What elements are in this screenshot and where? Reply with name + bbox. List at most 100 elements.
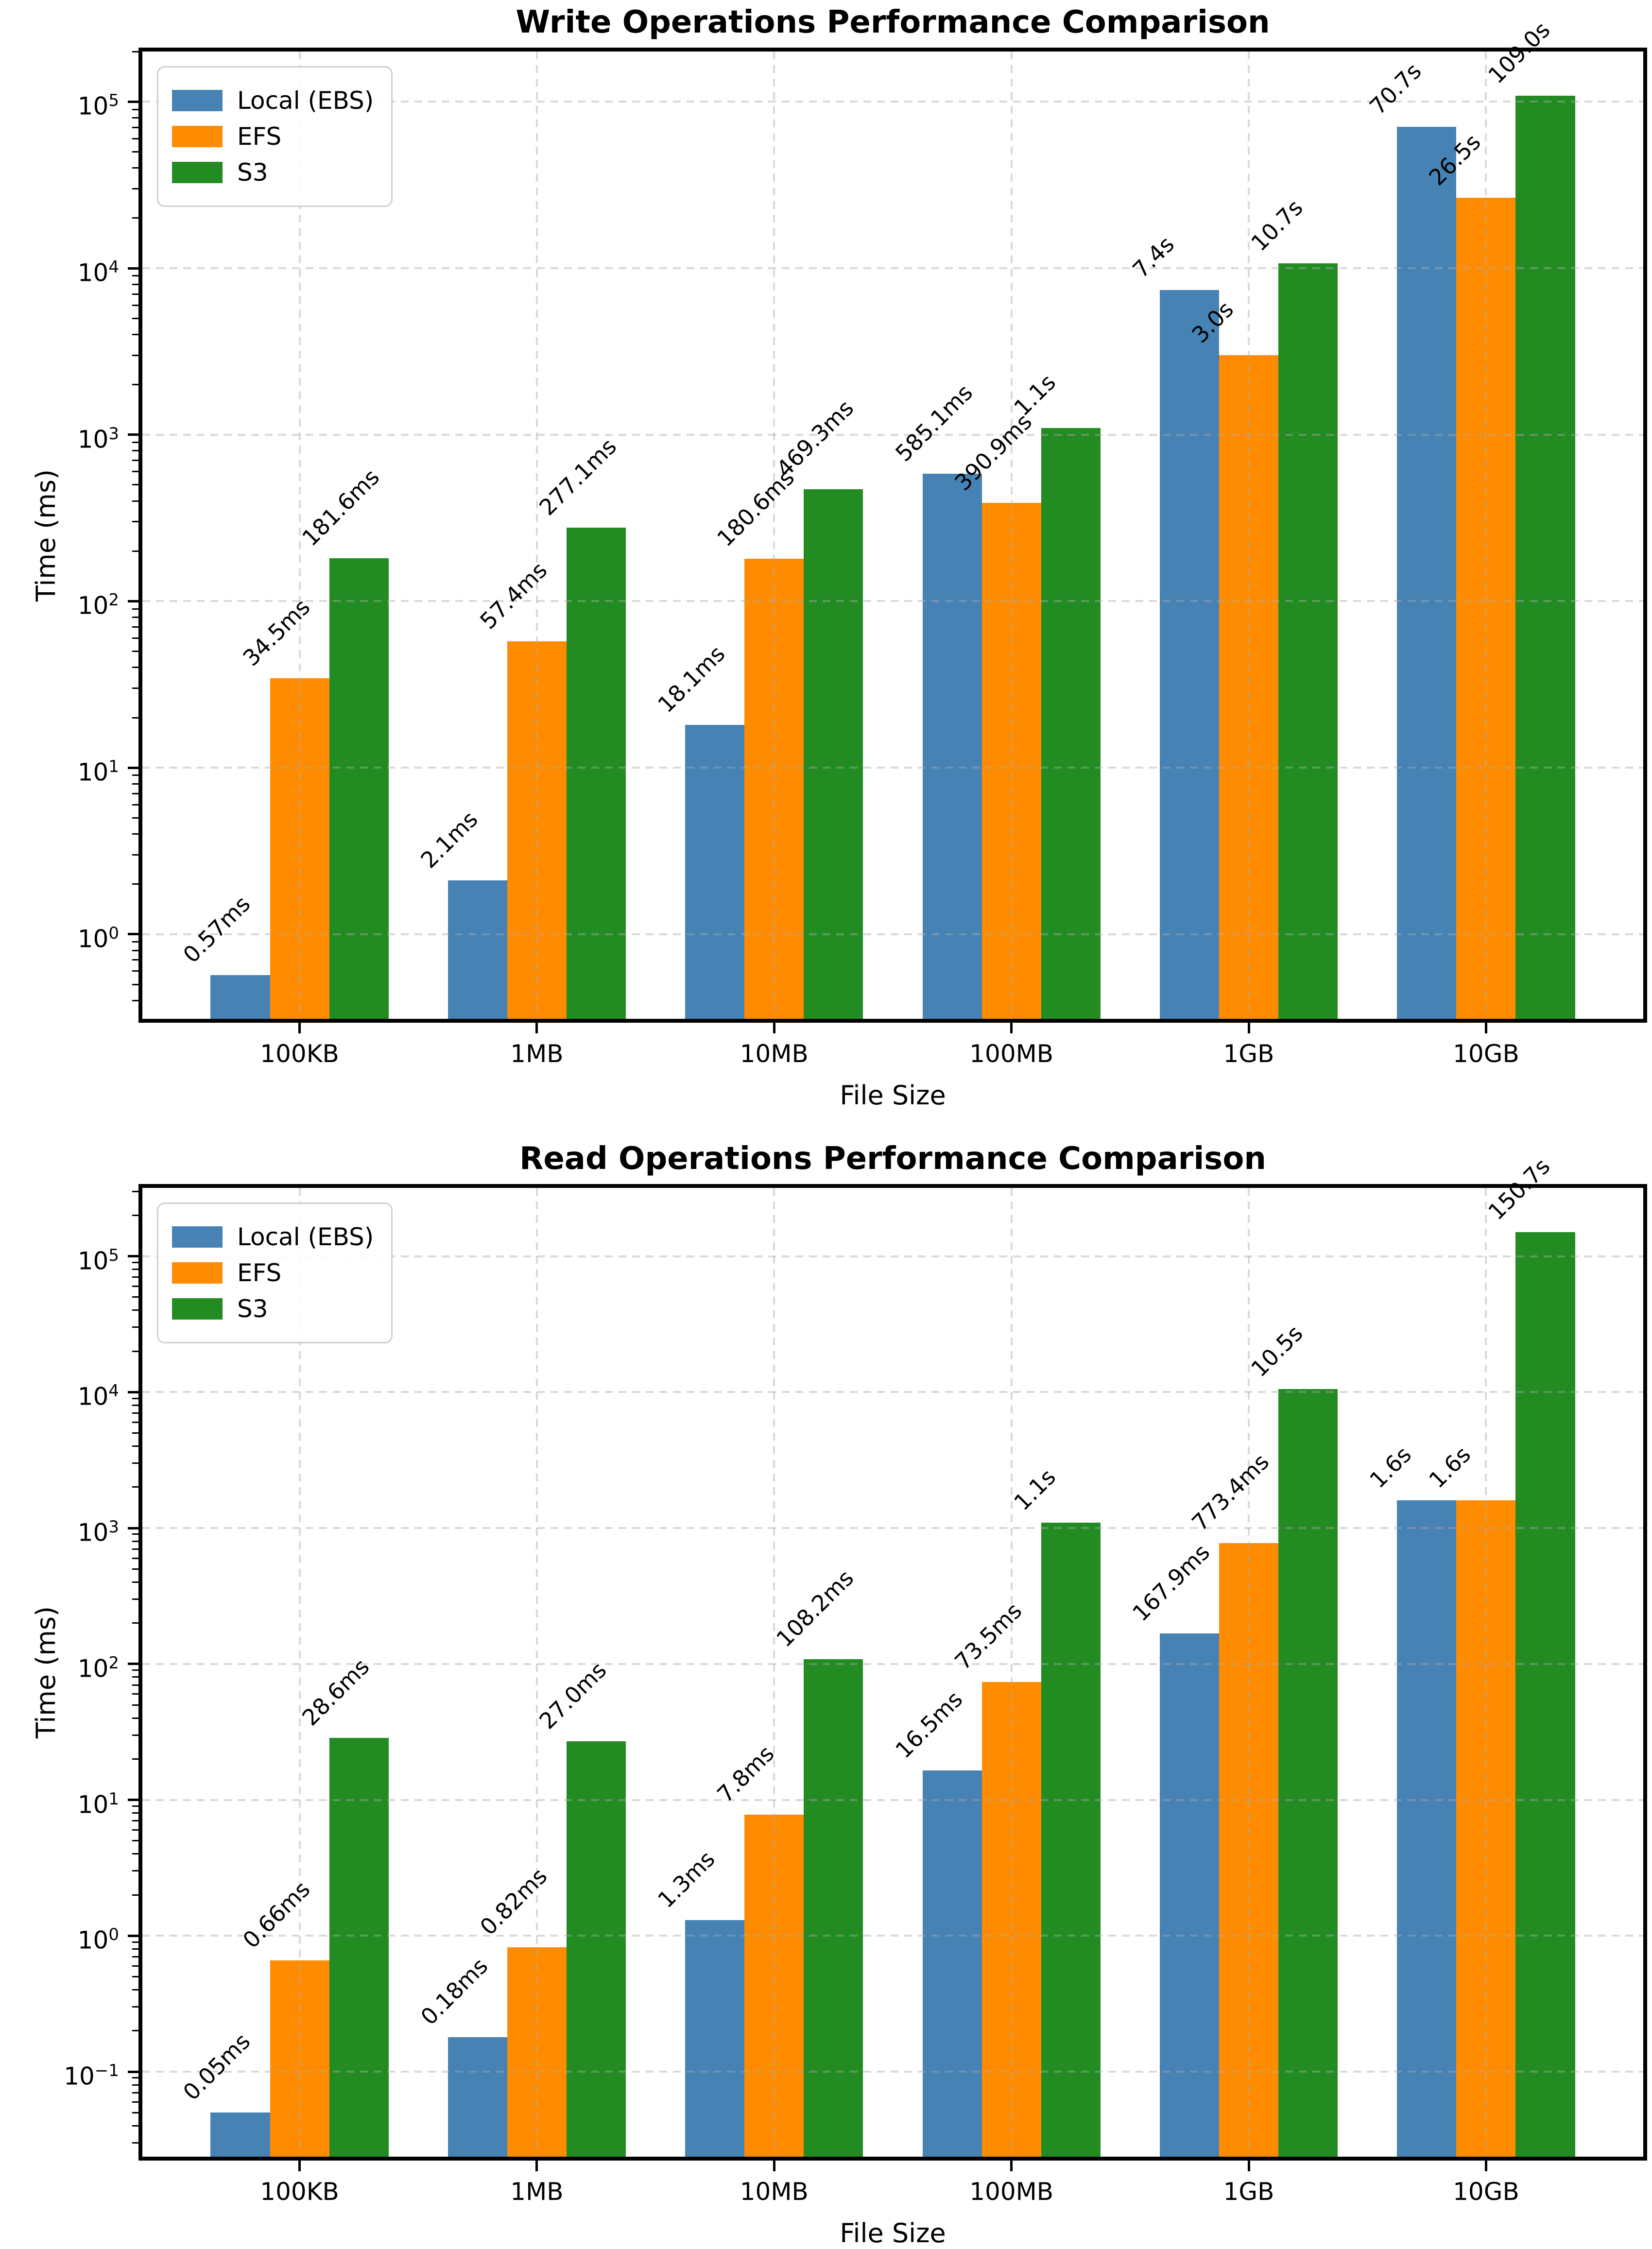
bar-label-read-s3-1gb: 10.5s [1246,1320,1308,1382]
y-major-tick [128,600,138,602]
bar-read-local-ebs-1gb [1159,1633,1220,2157]
y-minor-tick [132,2077,138,2079]
y-minor-tick [132,471,138,473]
y-minor-tick [132,717,138,719]
y-minor-tick [132,2084,138,2086]
y-minor-tick [132,333,138,335]
y-axis-label: Time (ms) [31,1606,61,1739]
y-minor-tick [132,1684,138,1686]
y-minor-tick [132,450,138,452]
x-tick [1247,2161,1250,2171]
legend-label: S3 [237,1295,268,1323]
bar-read-local-ebs-10gb [1397,1500,1457,2157]
bar-write-local-ebs-10gb [1397,127,1457,1019]
y-tick-label: 103 [77,1517,119,1547]
y-major-tick [128,100,138,103]
y-gridline [142,1935,1643,1937]
bar-label-write-efs-10gb: 26.5s [1424,128,1486,191]
y-minor-tick [132,188,138,190]
y-minor-tick [132,500,138,502]
bar-read-local-ebs-100mb [922,1770,982,2157]
x-tick [773,2161,775,2171]
bar-write-s3-10mb [804,489,863,1019]
y-minor-tick [132,1676,138,1678]
y-minor-tick [132,1870,138,1872]
plot-area: Local (EBS) EFS S3 10−1 100 101 102 103 104 10… [64,1153,1647,2206]
y-minor-tick [132,108,138,110]
legend-item: S3 [172,1293,374,1324]
x-tick [1247,1023,1250,1033]
y-major-tick [128,1391,138,1393]
x-tick-label: 1GB [1223,2178,1274,2206]
x-tick [298,1023,301,1033]
y-minor-tick [132,883,138,885]
y-minor-tick [132,354,138,356]
y-tick-exponent: 2 [108,590,119,610]
y-minor-tick [132,1276,138,1278]
bar-read-local-ebs-1mb [447,2037,507,2157]
y-minor-tick [132,1941,138,1943]
y-minor-tick [132,167,138,169]
bar-label-write-s3-100mb: 1.1s [1008,369,1061,421]
x-tick-label: 1MB [510,2178,564,2206]
x-gridline [535,1188,538,2157]
y-minor-tick [132,2006,138,2008]
x-gridline [1485,52,1487,1019]
x-gridline [1248,1188,1250,2157]
y-axis-label: Time (ms) [31,469,61,601]
y-minor-tick [132,1989,138,1991]
y-minor-tick [132,441,138,443]
y-minor-tick [132,521,138,523]
legend-item: Local (EBS) [172,1221,374,1253]
y-gridline [142,1391,1643,1393]
y-minor-tick [132,1805,138,1807]
legend-label: EFS [237,122,282,151]
bar-write-local-ebs-1gb [1159,290,1220,1019]
y-minor-tick [132,617,138,618]
y-tick-label: 103 [77,424,119,454]
y-minor-tick [132,1462,138,1464]
y-minor-tick [132,1404,138,1406]
y-minor-tick [132,1326,138,1328]
y-major-tick [128,766,138,769]
bar-write-s3-100kb [329,558,389,1019]
y-minor-tick [132,217,138,219]
y-tick-exponent: −1 [94,2061,119,2081]
bar-write-efs-1gb [1219,355,1279,1019]
bar-read-local-ebs-10mb [685,1920,745,2157]
bar-label-read-local-ebs-1gb: 167.9ms [1127,1539,1215,1627]
y-minor-tick [132,1965,138,1967]
y-gridline [142,767,1643,769]
y-minor-tick [132,484,138,486]
legend-item: EFS [172,121,374,152]
bar-label-read-efs-1mb: 0.82ms [475,1863,552,1940]
bar-label-write-s3-100kb: 181.6ms [296,464,384,551]
bar-write-efs-10mb [744,558,804,1019]
y-minor-tick [132,317,138,319]
y-minor-tick [132,783,138,785]
x-axis-label: File Size [840,2218,946,2249]
y-minor-tick [132,2142,138,2144]
y-tick-label: 105 [77,1245,119,1275]
bar-write-efs-100mb [981,502,1041,1019]
y-minor-tick [132,1350,138,1352]
y-major-tick [128,1663,138,1665]
y-minor-tick [132,1758,138,1760]
x-gridline [1010,1188,1013,2157]
y-minor-tick [132,1533,138,1535]
y-minor-tick [132,1840,138,1842]
y-major-tick [128,2070,138,2073]
y-gridline [142,600,1643,602]
x-tick [1010,1023,1013,1033]
y-tick-label: 104 [77,1381,119,1411]
y-major-tick [128,433,138,436]
x-tick-label: 100MB [969,1040,1054,1068]
x-gridline [773,52,775,1019]
y-tick-exponent: 0 [108,1925,119,1945]
bar-label-write-local-ebs-10gb: 70.7s [1364,57,1427,120]
plot-area: Local (EBS) EFS S3 100 101 102 103 104 105 100… [78,17,1647,1068]
bar-label-read-s3-10mb: 108.2ms [771,1564,859,1652]
bar-label-write-efs-1gb: 3.0s [1187,296,1239,348]
y-minor-tick [132,1540,138,1542]
